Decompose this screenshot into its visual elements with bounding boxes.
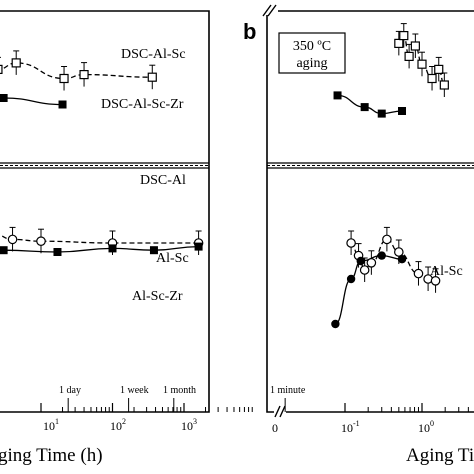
panel-b-upper-point-0-7 bbox=[439, 80, 449, 90]
panel-a-upper-point-0-3 bbox=[59, 73, 69, 84]
panel-b-upper-point-1-1 bbox=[360, 103, 369, 112]
panel-a-frame bbox=[0, 10, 210, 413]
panel-b-upper-point-0-0 bbox=[394, 38, 404, 49]
panel-a-lower-point-1-6 bbox=[194, 242, 203, 251]
panel-b-lower-point-1-4 bbox=[397, 255, 407, 264]
panel-b-upper-point-0-2 bbox=[404, 51, 414, 62]
panel-b-xlabel: Aging Ti bbox=[406, 445, 474, 466]
panel-a-upper-point-0-4 bbox=[79, 69, 89, 80]
panel-b-upper-point-0-1 bbox=[399, 31, 409, 41]
panel-a-annot-1-month: 1 month bbox=[163, 385, 196, 396]
panel-a-series-label-al-sc-upper: DSC-Al-Sc bbox=[121, 47, 186, 62]
panel-a-lower-point-1-2 bbox=[0, 246, 8, 255]
panel-b-lower-point-1-0 bbox=[331, 319, 340, 329]
panel-b-lower-point-0-6 bbox=[413, 268, 424, 279]
panel-a-series-label-al-sc-zr-lower: Al-Sc-Zr bbox=[132, 289, 183, 304]
panel-b-upper-point-0-5 bbox=[427, 73, 437, 84]
panel-a-lower-point-1-4 bbox=[108, 244, 117, 253]
condition-box: 350 ºC aging bbox=[278, 32, 346, 74]
panel-a-lower-point-0-5 bbox=[7, 234, 18, 245]
panel-b-lower-point-0-2 bbox=[359, 265, 370, 275]
panel-b-lower-point-0-3 bbox=[366, 257, 377, 268]
panel-a-xlabel: ging Time (h) bbox=[0, 445, 103, 466]
panel-b-letter: b bbox=[243, 19, 256, 44]
panel-b-frame bbox=[266, 10, 474, 413]
panel-a-lower-point-1-5 bbox=[149, 246, 158, 255]
panel-a: DSC-Al DSC-Al-Sc DSC-Al-Sc-Zr Al-Sc Al-S… bbox=[0, 10, 253, 466]
panel-a-tick-label-1: 101 bbox=[43, 417, 59, 433]
panel-b-tick-label-0: 0 bbox=[272, 421, 278, 435]
panel-a-upper-point-0-1 bbox=[0, 64, 3, 75]
panel-a-upper-point-0-5 bbox=[147, 72, 157, 82]
condition-aging: aging bbox=[296, 56, 327, 71]
panel-b-series-label-al-sc: Al-Sc bbox=[430, 264, 463, 279]
panel-a-series-label-al-sc-lower: Al-Sc bbox=[156, 251, 189, 266]
condition-temperature: 350 ºC bbox=[293, 39, 331, 54]
panel-a-lower-point-1-3 bbox=[53, 248, 62, 256]
panel-a-upper-line-1 bbox=[0, 97, 63, 106]
panel-b-lower-point-1-1 bbox=[346, 274, 356, 284]
panel-a-upper-point-1-1 bbox=[0, 94, 8, 102]
panel-b-upper-point-0-4 bbox=[417, 59, 427, 69]
panel-b-tick-label-1: 10-1 bbox=[341, 419, 360, 435]
panel-a-upper-line-0 bbox=[0, 62, 153, 80]
panel-b-upper-line-1 bbox=[337, 94, 403, 115]
panel-b-upper-point-0-3 bbox=[410, 41, 420, 51]
panel-a-annot-1-day: 1 day bbox=[59, 385, 81, 396]
panel-a-tick-label-2: 102 bbox=[110, 417, 126, 433]
panel-a-tick-label-3: 103 bbox=[181, 417, 197, 433]
panel-b-lower-point-1-3 bbox=[377, 251, 386, 260]
panel-b-lower-point-0-5 bbox=[394, 247, 404, 257]
panel-b-break-top-2 bbox=[267, 4, 277, 17]
panel-b-lower-point-0-0 bbox=[346, 238, 356, 248]
panel-a-dsc-al-label: DSC-Al bbox=[140, 173, 186, 188]
panel-b-upper-point-0-6 bbox=[434, 64, 444, 75]
panel-a-upper-point-0-2 bbox=[11, 58, 21, 68]
panel-b-lower-point-0-8 bbox=[430, 275, 441, 286]
panel-b-break-bottom-1 bbox=[274, 405, 281, 418]
panel-b: b 350 ºC aging Al-Sc 1 minute 0 10-1 100… bbox=[243, 4, 474, 466]
panel-b-lower-point-1-2 bbox=[356, 256, 365, 266]
panel-b-break-bottom-2 bbox=[279, 405, 286, 418]
panel-a-series-label-al-sc-zr-upper: DSC-Al-Sc-Zr bbox=[101, 97, 184, 112]
panel-b-upper-point-1-0 bbox=[333, 91, 342, 100]
panel-b-upper-point-1-2 bbox=[377, 109, 386, 118]
panel-a-lower-point-0-6 bbox=[36, 236, 46, 246]
panel-b-annot-1-minute: 1 minute bbox=[270, 385, 306, 396]
panel-b-break-top-1 bbox=[262, 4, 272, 17]
panel-b-lower-point-0-4 bbox=[382, 234, 392, 245]
panel-b-tick-label-2: 100 bbox=[418, 419, 434, 435]
panel-a-lower-line-0 bbox=[0, 234, 199, 244]
panel-a-upper-point-1-2 bbox=[58, 100, 67, 109]
panel-b-upper-point-1-3 bbox=[398, 107, 407, 115]
panel-a-annot-1-week: 1 week bbox=[120, 385, 149, 396]
